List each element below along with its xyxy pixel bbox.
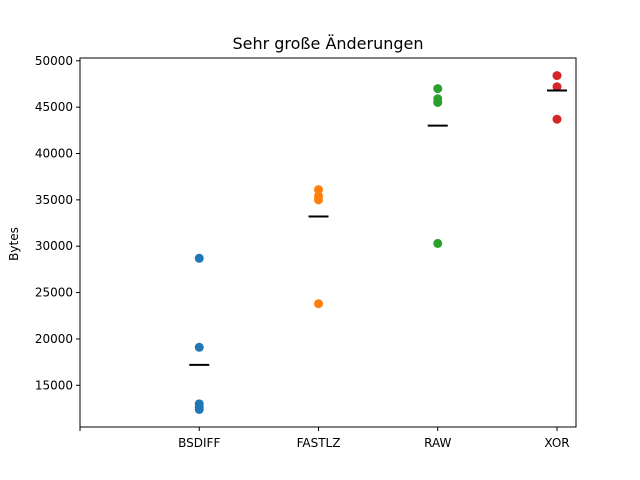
data-point [433,84,443,94]
data-point [552,71,562,81]
data-point [433,238,443,248]
x-tick-label: FASTLZ [297,436,341,450]
data-point [314,299,323,309]
y-axis-label: Bytes [7,227,21,261]
y-tick-label: 50000 [35,54,73,68]
data-point [194,342,204,352]
y-tick-label: 30000 [35,239,73,253]
x-tick-label: XOR [544,436,569,450]
data-point [552,82,562,92]
y-tick-label: 20000 [35,332,73,346]
y-tick-label: 15000 [35,378,73,392]
data-point [194,253,204,263]
x-tick-label: RAW [424,436,451,450]
chart-title: Sehr große Änderungen [232,34,423,53]
ticks: 15000 20000 25000 30000 35000 40000 45000 50000… [35,54,570,450]
marks [189,71,567,414]
data-point [552,114,562,124]
data-point [194,404,204,414]
y-tick-label: 45000 [35,100,73,114]
data-point [433,98,443,108]
data-point [314,195,323,205]
y-tick-label: 35000 [35,193,73,207]
y-tick-label: 40000 [35,146,73,160]
x-tick-label: BSDIFF [178,436,220,450]
data-point [314,185,323,195]
y-tick-label: 25000 [35,286,73,300]
plot-area-frame [79,57,577,428]
